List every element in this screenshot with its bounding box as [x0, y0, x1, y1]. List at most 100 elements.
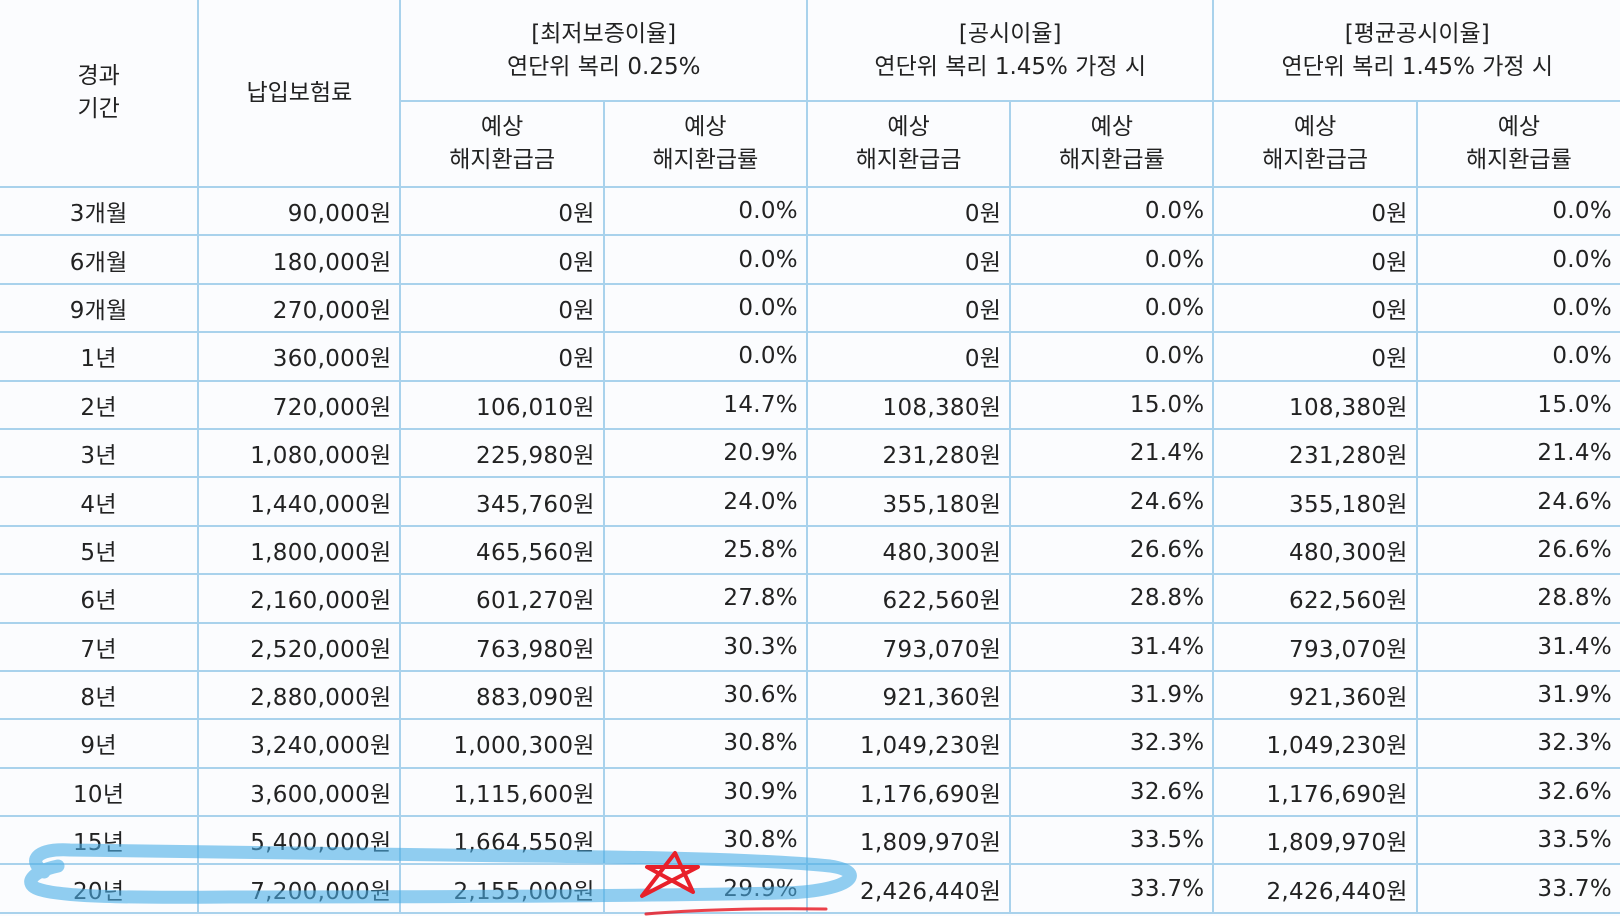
cell-min-refund-amount: 106,010원: [399, 379, 605, 430]
cell-premium: 360,000원: [197, 331, 402, 382]
header-premium: 납입보험료: [197, 0, 402, 188]
cell-premium: 5,400,000원: [197, 815, 402, 866]
cell-avg-refund-amount: 2,426,440원: [1212, 863, 1418, 914]
cell-period: 6개월: [0, 234, 200, 285]
cell-min-refund-rate: 30.8%: [602, 815, 808, 866]
header-line: 예상: [887, 114, 930, 140]
header-line: 예상: [684, 114, 727, 140]
cell-min-refund-rate: 0.0%: [602, 234, 808, 285]
cell-avg-refund-amount: 0원: [1212, 282, 1418, 334]
cell-public-refund-rate: 21.4%: [1009, 427, 1215, 479]
cell-public-refund-rate: 33.7%: [1009, 863, 1215, 914]
cell-premium: 1,440,000원: [197, 476, 402, 527]
cell-avg-refund-amount: 231,280원: [1212, 427, 1418, 479]
cell-premium: 3,240,000원: [197, 718, 402, 769]
header-line: 예상: [1497, 114, 1541, 140]
cell-period: 20년: [0, 863, 200, 914]
cell-avg-refund-amount: 793,070원: [1212, 621, 1418, 672]
cell-min-refund-amount: 883,090원: [399, 669, 605, 721]
cell-premium: 2,160,000원: [197, 573, 402, 624]
cell-public-refund-rate: 32.3%: [1009, 718, 1215, 769]
cell-premium: 3,600,000원: [197, 766, 402, 818]
cell-public-refund-rate: 31.9%: [1009, 669, 1215, 721]
table-row: 1년 360,000원 0원 0.0% 0원 0.0% 0원 0.0%: [0, 331, 1620, 382]
cell-avg-refund-rate: 32.3%: [1415, 718, 1620, 769]
table-row: 6개월 180,000원 0원 0.0% 0원 0.0% 0원 0.0%: [0, 234, 1620, 285]
cell-min-refund-rate: 30.9%: [602, 766, 808, 818]
cell-min-refund-rate: 20.9%: [602, 427, 808, 479]
header-line: 해지환급률: [652, 147, 759, 173]
cell-avg-refund-rate: 33.7%: [1415, 863, 1620, 914]
cell-public-refund-rate: 0.0%: [1009, 234, 1215, 285]
cell-min-refund-rate: 25.8%: [602, 524, 808, 576]
cell-public-refund-rate: 24.6%: [1009, 476, 1215, 527]
cell-min-refund-amount: 1,664,550원: [399, 815, 605, 866]
cell-min-refund-rate: 30.6%: [602, 669, 808, 721]
cell-public-refund-rate: 15.0%: [1009, 379, 1215, 430]
cell-avg-refund-rate: 28.8%: [1415, 573, 1620, 624]
cell-public-refund-amount: 480,300원: [805, 524, 1012, 576]
cell-min-refund-amount: 763,980원: [399, 621, 605, 672]
header-period-line1: 경과: [77, 63, 120, 89]
cell-period: 9개월: [0, 282, 200, 334]
table-row: 2년 720,000원 106,010원 14.7% 108,380원 15.0% 108,…: [0, 379, 1620, 430]
cell-min-refund-amount: 1,000,300원: [399, 718, 605, 769]
cell-min-refund-amount: 2,155,000원: [399, 863, 605, 914]
cell-public-refund-amount: 1,049,230원: [805, 718, 1012, 769]
cell-min-refund-rate: 0.0%: [602, 185, 808, 237]
cell-min-refund-rate: 24.0%: [602, 476, 808, 527]
cell-public-refund-amount: 2,426,440원: [805, 863, 1012, 914]
cell-public-refund-amount: 1,176,690원: [805, 766, 1012, 818]
header-line: 해지환급률: [1058, 147, 1165, 173]
cell-public-refund-amount: 1,809,970원: [805, 815, 1012, 866]
cell-public-refund-amount: 355,180원: [805, 476, 1012, 527]
cell-min-refund-rate: 0.0%: [602, 331, 808, 382]
cell-avg-refund-amount: 921,360원: [1212, 669, 1418, 721]
group-subtitle: 연단위 복리 1.45% 가정 시: [1281, 54, 1554, 80]
cell-avg-refund-amount: 0원: [1212, 234, 1418, 285]
header-line: 해지환급금: [855, 147, 962, 173]
header-group-avg-public-rate: [평균공시이율] 연단위 복리 1.45% 가정 시: [1212, 0, 1620, 102]
cell-public-refund-rate: 33.5%: [1009, 815, 1215, 866]
cell-min-refund-rate: 0.0%: [602, 282, 808, 334]
cell-period: 10년: [0, 766, 200, 818]
cell-public-refund-rate: 32.6%: [1009, 766, 1215, 818]
table-row: 20년 7,200,000원 2,155,000원 29.9% 2,426,440원 33…: [0, 863, 1620, 914]
cell-public-refund-rate: 26.6%: [1009, 524, 1215, 576]
cell-premium: 7,200,000원: [197, 863, 402, 914]
cell-avg-refund-rate: 33.5%: [1415, 815, 1620, 866]
header-line: 예상: [480, 114, 524, 140]
table-row: 7년 2,520,000원 763,980원 30.3% 793,070원 31.4% 79…: [0, 621, 1620, 672]
cell-avg-refund-rate: 0.0%: [1415, 185, 1620, 237]
header-refund-amount: 예상 해지환급금: [400, 100, 605, 188]
cell-public-refund-amount: 0원: [805, 234, 1012, 285]
cell-public-refund-amount: 921,360원: [805, 669, 1012, 721]
cell-min-refund-amount: 601,270원: [399, 573, 605, 624]
cell-min-refund-rate: 27.8%: [602, 573, 808, 624]
cell-avg-refund-rate: 24.6%: [1415, 476, 1620, 527]
cell-avg-refund-rate: 0.0%: [1415, 282, 1620, 334]
cell-period: 2년: [0, 379, 200, 430]
header-line: 해지환급률: [1465, 147, 1572, 173]
header-group-min-guarantee: [최저보증이율] 연단위 복리 0.25%: [399, 0, 808, 102]
cell-period: 3개월: [0, 185, 200, 237]
table-row: 9개월 270,000원 0원 0.0% 0원 0.0% 0원 0.0%: [0, 282, 1620, 334]
cell-avg-refund-rate: 31.4%: [1415, 621, 1620, 672]
header-line: 해지환급금: [1262, 147, 1368, 173]
table-row: 3년 1,080,000원 225,980원 20.9% 231,280원 21.4% 23…: [0, 427, 1620, 479]
cell-premium: 1,080,000원: [197, 427, 402, 479]
header-line: 예상: [1090, 114, 1133, 140]
cell-public-refund-amount: 622,560원: [805, 573, 1012, 624]
cell-public-refund-amount: 0원: [805, 185, 1012, 237]
group-title: [공시이율]: [958, 21, 1062, 47]
group-subtitle: 연단위 복리 1.45% 가정 시: [874, 54, 1147, 80]
cell-period: 5년: [0, 524, 200, 576]
cell-period: 1년: [0, 331, 200, 382]
cell-premium: 180,000원: [197, 234, 402, 285]
cell-min-refund-amount: 0원: [399, 331, 605, 382]
group-title: [최저보증이율]: [531, 21, 677, 47]
table-row: 10년 3,600,000원 1,115,600원 30.9% 1,176,690원 32…: [0, 766, 1620, 818]
